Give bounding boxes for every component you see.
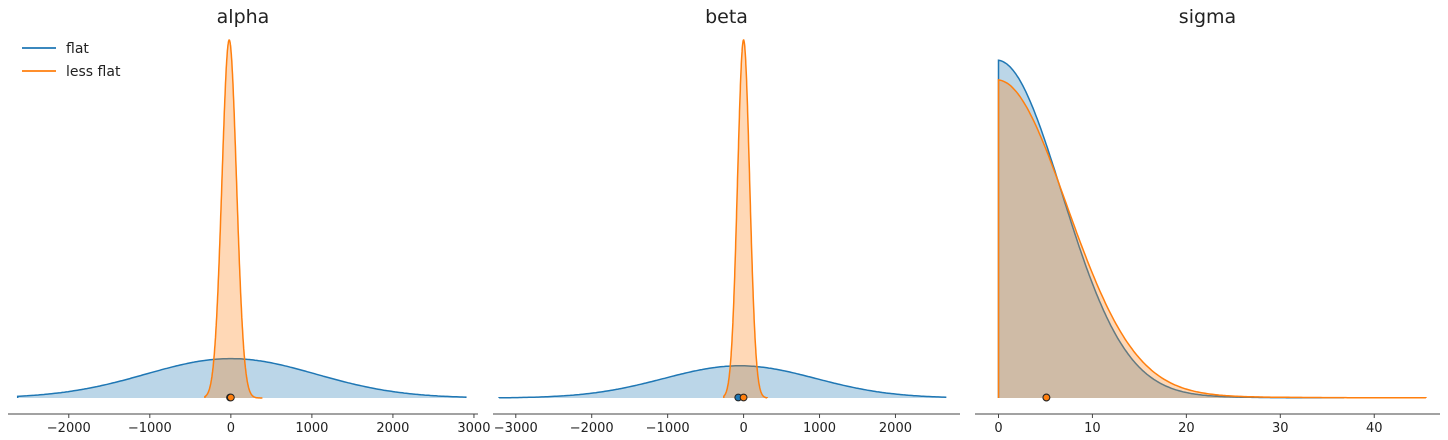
less-flat-density-line [723, 39, 768, 399]
less-flat-hdi-fill [723, 40, 768, 398]
x-tick-label: 20 [1178, 421, 1195, 436]
x-tick-label: 10 [1084, 421, 1101, 436]
less-flat-density-line [204, 39, 263, 399]
flat-hdi-fill [499, 365, 946, 398]
less-flat-point-estimate [739, 393, 748, 402]
x-tick-label: −2000 [47, 421, 91, 436]
flat-density-line [16, 357, 467, 398]
x-tick-label: −1000 [646, 421, 690, 436]
x-tick-label: 1000 [803, 421, 836, 436]
x-tick-label: 0 [994, 421, 1002, 436]
x-tick-label: 40 [1366, 421, 1383, 436]
beta-density-marks [498, 39, 947, 402]
less-flat-hdi-fill [204, 40, 263, 398]
sigma-density-marks [997, 59, 1427, 402]
alpha-panel: alpha −2000 −1000 0 1000 2000 3000 flat less … [8, 6, 490, 436]
alpha-density-marks [16, 39, 467, 402]
beta-x-ticks: −3000 −2000 −1000 0 1000 2000 [494, 414, 912, 436]
flat-hdi-fill [998, 60, 1345, 399]
less-flat-hdi-fill [998, 79, 1426, 399]
flat-density-line [498, 365, 947, 399]
legend: flat less flat [22, 41, 121, 80]
less-flat-point-estimate [1042, 393, 1051, 402]
sigma-title: sigma [1179, 6, 1236, 28]
less-flat-point-estimate [226, 393, 235, 402]
less-flat-density-line [997, 79, 1427, 399]
sigma-x-ticks: 0 10 20 30 40 [994, 414, 1383, 436]
alpha-x-ticks: −2000 −1000 0 1000 2000 3000 [47, 414, 490, 436]
x-tick-label: 2000 [879, 421, 912, 436]
flat-hdi-fill [17, 358, 466, 398]
x-tick-label: 1000 [295, 421, 328, 436]
legend-less-flat-label: less flat [66, 64, 121, 80]
legend-flat-label: flat [66, 41, 89, 57]
beta-title: beta [705, 6, 748, 28]
beta-panel: beta −3000 −2000 −1000 0 1000 2000 [493, 6, 960, 436]
alpha-title: alpha [217, 6, 270, 28]
x-tick-label: 30 [1272, 421, 1289, 436]
x-tick-label: 0 [739, 421, 747, 436]
x-tick-label: −3000 [494, 421, 538, 436]
x-tick-label: 0 [227, 421, 235, 436]
sigma-panel: sigma 0 10 20 30 40 [975, 6, 1440, 436]
x-tick-label: 2000 [376, 421, 409, 436]
x-tick-label: −1000 [128, 421, 172, 436]
x-tick-label: −2000 [570, 421, 614, 436]
x-tick-label: 3000 [457, 421, 490, 436]
